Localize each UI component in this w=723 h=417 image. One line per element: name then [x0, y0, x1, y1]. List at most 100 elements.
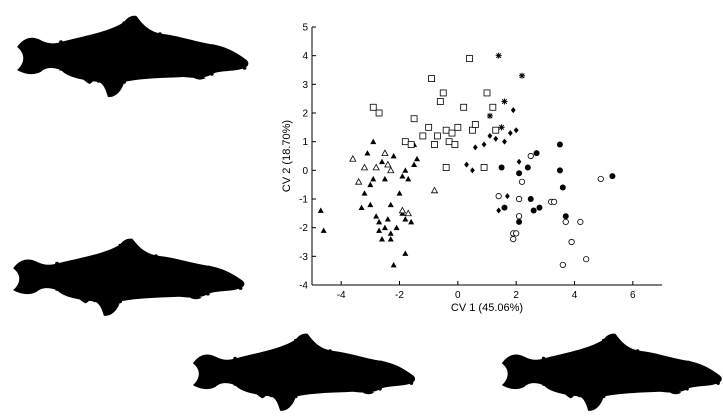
data-point-open-square	[451, 141, 459, 148]
data-point-open-square	[448, 129, 456, 137]
data-point-filled-triangle	[361, 190, 368, 196]
data-point-filled-diamond	[496, 207, 502, 214]
data-point-filled-triangle	[358, 204, 365, 210]
y-axis-title: CV 2 (18.70%)	[281, 120, 293, 192]
data-point-open-square	[401, 138, 409, 146]
data-point-filled-diamond	[470, 167, 475, 174]
fish-outline-icon	[192, 333, 416, 411]
data-point-open-square	[489, 103, 497, 111]
fish-outline-icon	[13, 238, 245, 316]
data-point-filled-diamond	[513, 127, 519, 134]
data-point-filled-circle	[536, 204, 543, 211]
data-point-open-triangle	[349, 155, 357, 162]
y-tick-label: 3	[302, 80, 308, 91]
data-point-filled-circle	[516, 218, 523, 225]
data-point-filled-triangle	[379, 236, 385, 242]
data-point-open-triangle	[354, 177, 363, 185]
data-point-asterisk	[501, 98, 508, 105]
x-tick-label: 6	[630, 290, 636, 301]
data-point-filled-circle	[524, 164, 531, 171]
y-tick-label: 2	[302, 109, 308, 120]
data-point-filled-diamond	[505, 193, 510, 200]
data-point-filled-diamond	[481, 141, 487, 148]
data-point-filled-diamond	[502, 138, 507, 145]
data-point-filled-triangle	[414, 155, 420, 162]
data-point-open-circle	[559, 261, 566, 269]
data-point-open-circle	[597, 175, 604, 183]
x-axis-ticks: -4 -2 0 2 4 6	[337, 281, 636, 301]
data-point-filled-triangle	[320, 227, 327, 233]
data-point-filled-triangle	[402, 250, 409, 256]
data-point-filled-triangle	[390, 153, 397, 159]
x-tick-label: 2	[513, 290, 519, 301]
data-point-filled-circle	[559, 184, 566, 191]
data-point-open-square	[483, 89, 491, 97]
data-point-filled-triangle	[367, 201, 374, 208]
data-point-open-circle	[495, 193, 502, 200]
data-point-filled-triangle	[405, 175, 412, 182]
data-point-filled-circle	[533, 150, 540, 157]
data-point-open-circle	[510, 236, 517, 243]
data-point-open-circle	[577, 218, 584, 226]
data-point-filled-triangle	[387, 236, 394, 242]
y-tick-label: 5	[302, 23, 308, 34]
y-tick-label: -4	[299, 281, 308, 292]
data-point-open-triangle	[404, 209, 412, 217]
data-point-open-square	[375, 109, 383, 117]
data-point-filled-triangle	[381, 175, 388, 182]
data-point-open-triangle	[387, 166, 395, 174]
data-point-filled-triangle	[376, 227, 383, 233]
data-point-open-square	[442, 164, 450, 171]
x-tick-label: -4	[337, 290, 346, 301]
data-point-open-square	[410, 115, 418, 123]
data-point-filled-circle	[516, 170, 523, 177]
data-point-open-square	[469, 126, 476, 134]
data-point-open-square	[454, 123, 462, 131]
data-point-filled-diamond	[487, 132, 493, 139]
data-point-filled-circle	[556, 167, 563, 174]
data-point-filled-circle	[527, 196, 534, 202]
data-point-filled-triangle	[379, 158, 385, 165]
data-point-filled-triangle	[402, 216, 409, 222]
data-point-open-square	[369, 103, 377, 111]
data-point-open-square	[460, 103, 468, 111]
data-point-open-square	[445, 138, 453, 146]
data-point-filled-triangle	[411, 161, 418, 167]
data-point-filled-triangle	[387, 230, 394, 236]
y-tick-label: -1	[299, 195, 308, 206]
y-tick-label: 1	[302, 137, 308, 148]
data-point-open-square	[434, 132, 441, 140]
data-point-filled-diamond	[510, 107, 516, 114]
data-point-open-square	[436, 98, 444, 105]
data-point-filled-circle	[501, 204, 508, 211]
data-point-filled-triangle	[373, 213, 380, 219]
data-point-open-square	[466, 55, 473, 62]
data-point-filled-triangle	[370, 175, 377, 182]
data-point-open-square	[442, 126, 450, 134]
x-tick-label: -2	[395, 290, 404, 301]
data-point-filled-diamond	[507, 130, 513, 137]
data-point-open-square	[439, 89, 447, 97]
x-tick-label: 0	[455, 290, 461, 301]
data-point-filled-circle	[530, 207, 537, 214]
data-point-asterisk	[498, 124, 505, 131]
data-point-open-square	[425, 123, 433, 131]
data-point-filled-triangle	[381, 224, 388, 231]
data-point-open-circle	[518, 178, 526, 185]
data-point-open-square	[431, 141, 438, 148]
data-point-filled-triangle	[367, 181, 374, 188]
data-point-open-circle	[513, 230, 520, 237]
data-points	[317, 52, 616, 269]
data-point-filled-circle	[609, 173, 616, 180]
data-point-open-circle	[568, 238, 575, 246]
scatter-chart: -4 -3 -2 -1 0 1 2 3 4 5 -4 -2 0 2 4 6 CV 1 (45.06%) CV…	[281, 23, 662, 314]
data-point-filled-diamond	[516, 158, 522, 165]
data-point-asterisk	[519, 72, 525, 79]
data-point-open-triangle	[360, 163, 369, 171]
data-point-open-square	[471, 121, 479, 128]
data-point-filled-diamond	[472, 144, 478, 151]
data-point-open-square	[419, 132, 427, 140]
data-point-open-triangle	[398, 206, 407, 214]
data-point-filled-triangle	[387, 201, 394, 208]
